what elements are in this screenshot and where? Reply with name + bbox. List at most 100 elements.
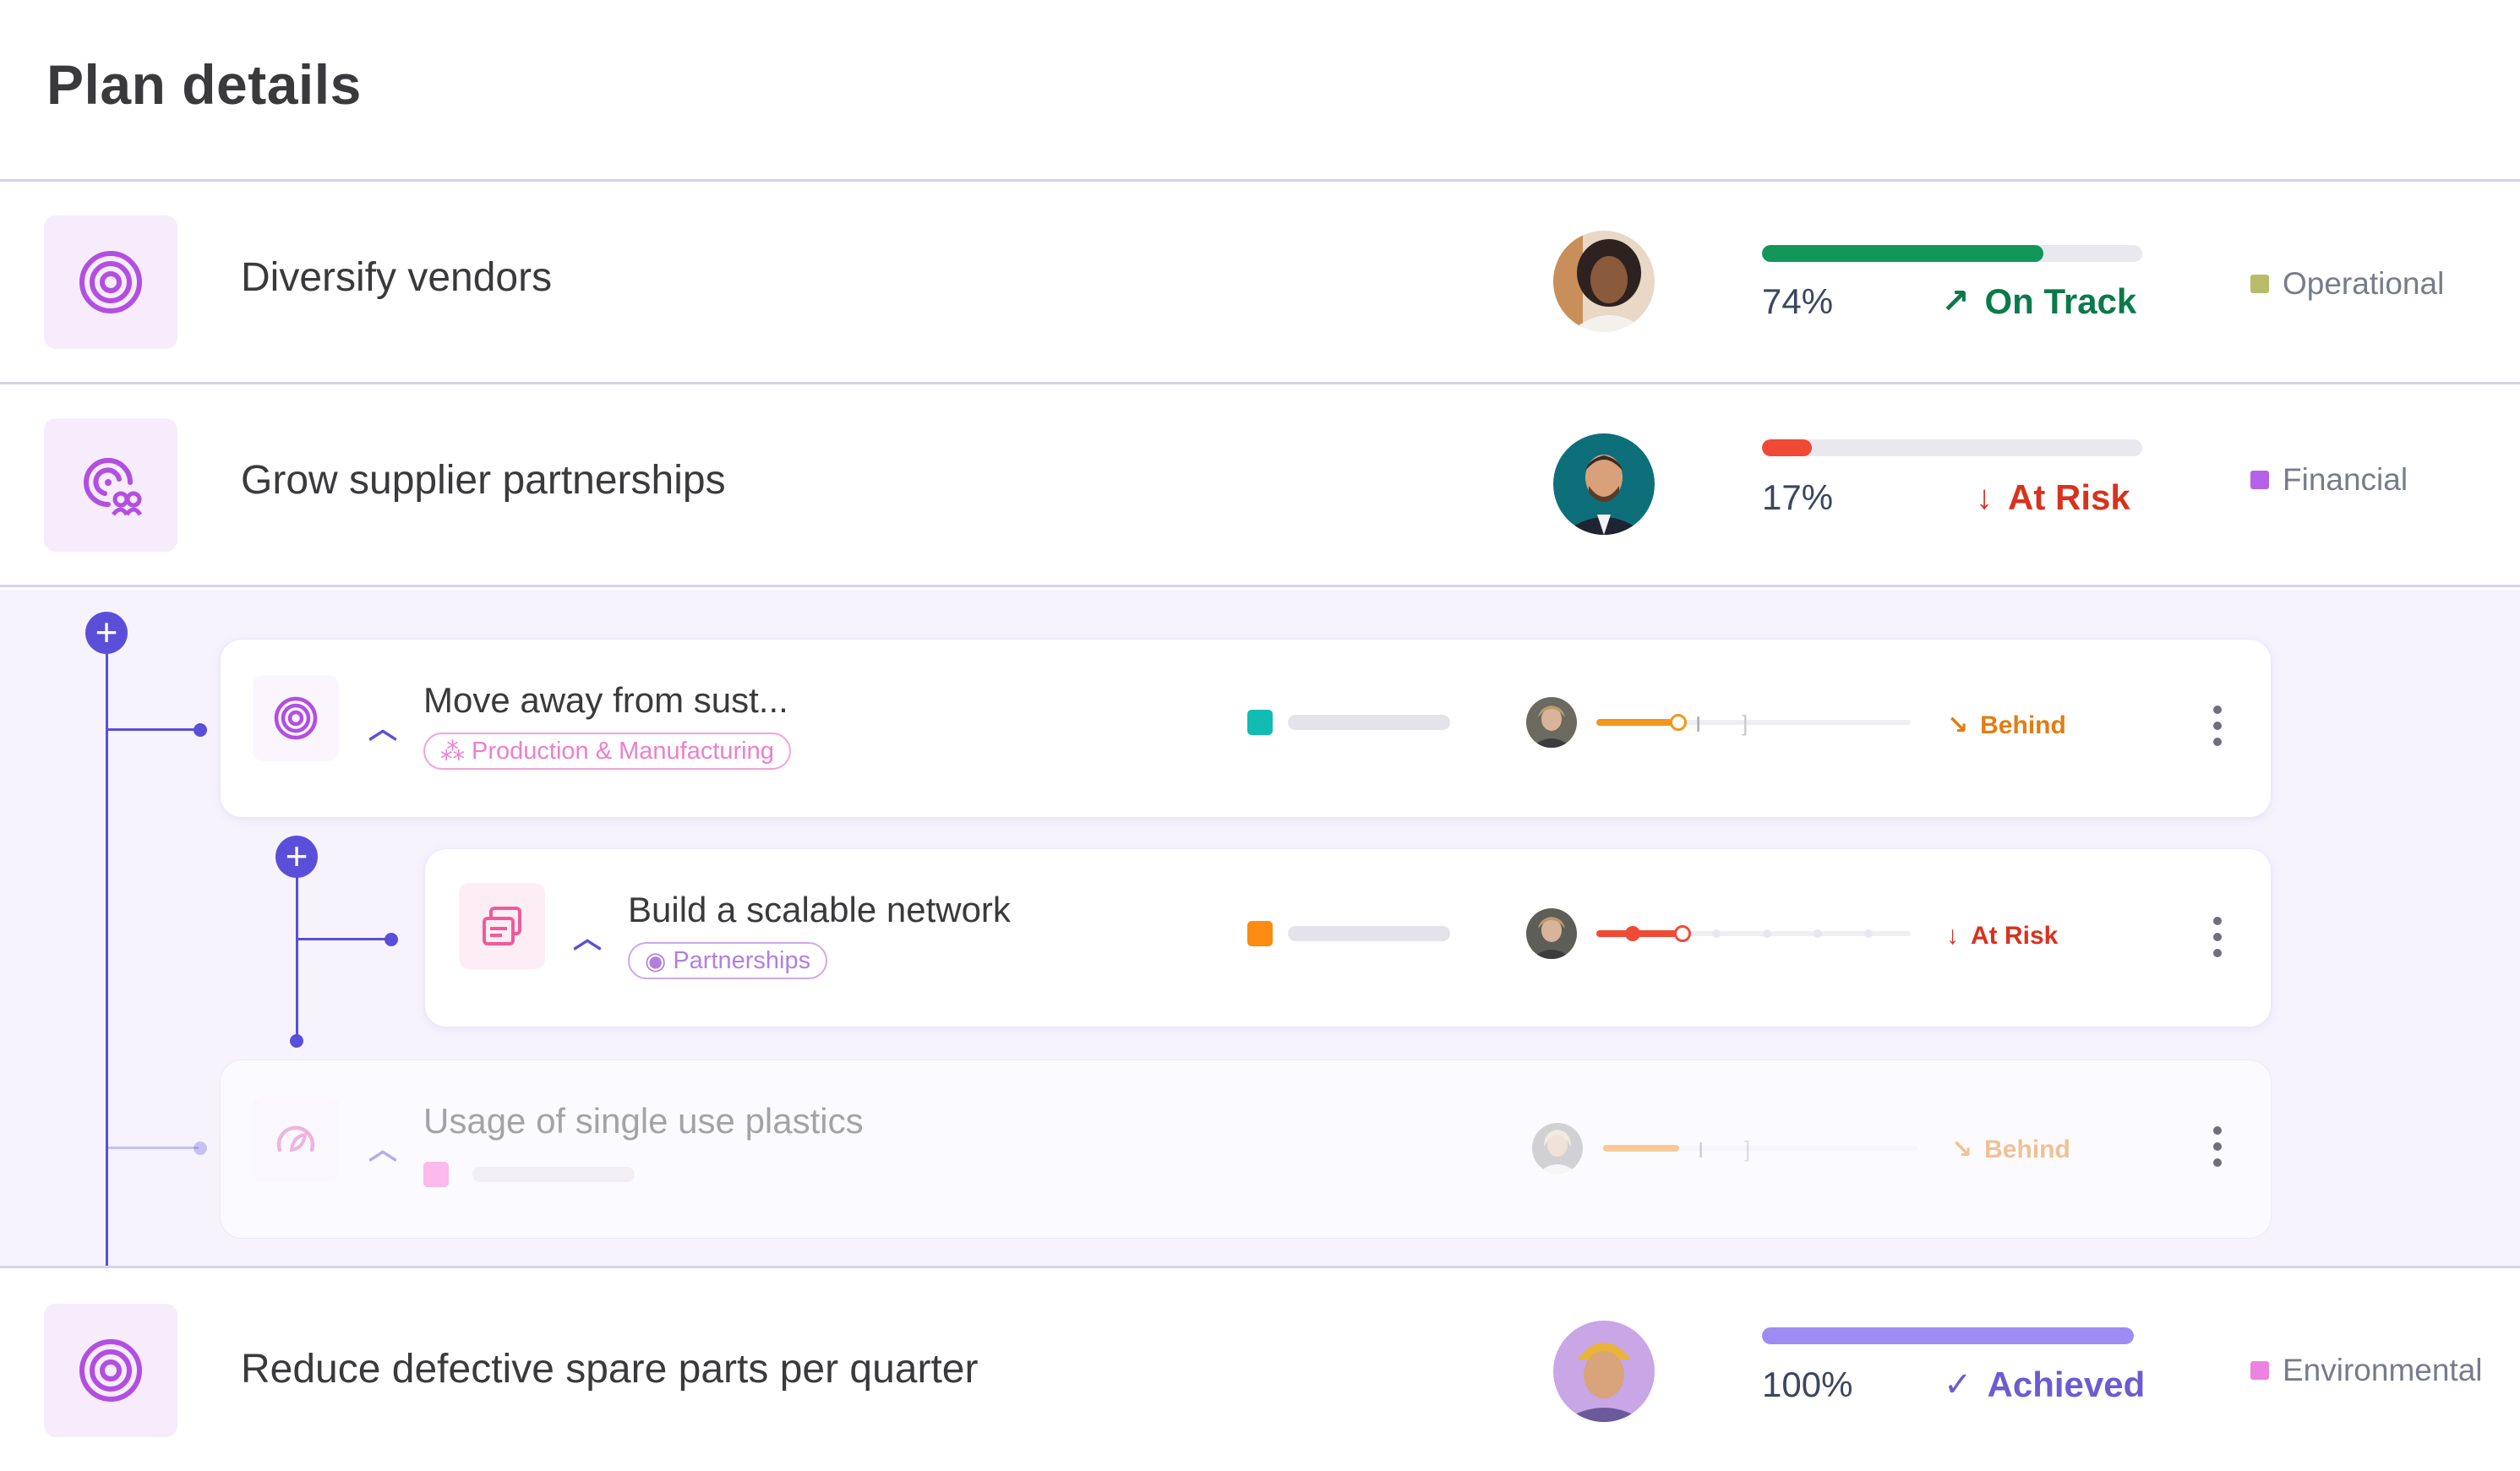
category-text: Environmental	[2283, 1353, 2483, 1387]
slider-tick	[1763, 929, 1771, 938]
trend-down-icon: ↘	[1951, 1136, 1973, 1163]
placeholder-bar	[472, 1167, 635, 1182]
trend-down-icon: ↘	[1947, 711, 1969, 739]
tree-node	[194, 1141, 207, 1155]
subgoal-title[interactable]: Move away from sust...	[423, 680, 788, 720]
tree-node	[290, 1034, 303, 1048]
tree-node	[194, 723, 207, 737]
status-label: At Risk	[2008, 477, 2130, 517]
add-subgoal-button[interactable]: +	[85, 612, 128, 654]
range-marker-icon: I	[1695, 711, 1702, 737]
chevron-up-icon[interactable]: ︿	[368, 713, 397, 745]
status-label: Behind	[1984, 1135, 2070, 1163]
avatar[interactable]	[1553, 231, 1655, 332]
subgoal-title[interactable]: Build a scalable network	[628, 890, 1011, 929]
progress-percent: 100%	[1762, 1365, 1853, 1404]
tree-line	[106, 632, 108, 1266]
arrow-down-icon: ↓	[1946, 922, 1959, 950]
category-text: Operational	[2283, 266, 2445, 301]
avatar[interactable]	[1553, 433, 1655, 535]
divider	[0, 1266, 2520, 1268]
progress-bar	[1762, 439, 2142, 456]
goal-row[interactable]: Grow supplier partnerships 17% ↓ At Risk…	[0, 384, 2520, 587]
goal-title[interactable]: Reduce defective spare parts per quarter	[241, 1347, 979, 1392]
placeholder-bar	[1288, 926, 1450, 941]
progress-slider-fill	[1603, 1145, 1679, 1152]
avatar[interactable]	[1553, 1321, 1655, 1422]
slider-handle[interactable]	[1674, 925, 1691, 942]
progress-bar	[1762, 1327, 2134, 1344]
target-partners-icon	[44, 418, 177, 552]
status-badge: ↗ On Track	[1941, 281, 2136, 322]
tree-branch	[296, 938, 389, 940]
avatar[interactable]	[1526, 697, 1577, 748]
slider-handle[interactable]	[1670, 714, 1687, 731]
status-badge: ✓ Achieved	[1944, 1365, 2145, 1405]
range-marker-icon: ]	[1744, 1136, 1751, 1162]
more-options-icon[interactable]	[2213, 917, 2222, 957]
slider-tick	[1712, 929, 1721, 938]
progress-slider-fill	[1596, 719, 1672, 726]
slider-tick	[1814, 929, 1822, 938]
tag-label: Production & Manufacturing	[472, 737, 774, 765]
avatar[interactable]	[1532, 1123, 1583, 1174]
goal-row[interactable]: Diversify vendors 74% ↗ On Track Operati…	[0, 182, 2520, 384]
check-icon: ✓	[1944, 1366, 1972, 1403]
progress-percent: 17%	[1762, 477, 1834, 517]
trend-up-icon: ↗	[1941, 283, 1970, 320]
add-subgoal-button[interactable]: +	[275, 836, 318, 878]
tag[interactable]: ◉ Partnerships	[628, 942, 828, 979]
avatar[interactable]	[1526, 908, 1577, 959]
target-icon	[44, 1304, 177, 1437]
more-options-icon[interactable]	[2213, 1126, 2222, 1167]
status-label: Behind	[1980, 711, 2066, 739]
range-marker-icon: ]	[1742, 711, 1748, 736]
divider	[0, 179, 2520, 182]
target-icon	[44, 215, 177, 349]
chevron-up-icon[interactable]: ︿	[573, 923, 602, 955]
category-text: Financial	[2283, 462, 2408, 497]
subgoal-card[interactable]: ︿ Move away from sust... ⁂ Production & …	[220, 639, 2272, 818]
goal-title[interactable]: Diversify vendors	[241, 255, 553, 300]
tag[interactable]: ⁂ Production & Manufacturing	[423, 733, 791, 770]
category-color-square	[2250, 471, 2269, 489]
subgoal-card[interactable]: ︿ Usage of single use plastics I ] ↘ Beh…	[220, 1060, 2272, 1239]
status-label: On Track	[1984, 281, 2137, 321]
slider-marker	[1625, 926, 1640, 941]
tree-line	[296, 856, 298, 1039]
goal-title[interactable]: Grow supplier partnerships	[241, 458, 726, 503]
progress-slider-track	[1596, 720, 1911, 725]
divider	[0, 382, 2520, 384]
chevron-up-icon[interactable]: ︿	[368, 1134, 397, 1166]
progress-bar	[1762, 245, 2142, 262]
category-color-square	[2250, 1361, 2269, 1380]
gauge-leaf-icon	[253, 1096, 339, 1182]
category-color-square	[2250, 275, 2269, 293]
tree-branch	[106, 1147, 199, 1149]
color-square	[1247, 710, 1273, 735]
category-label: Environmental	[2250, 1353, 2483, 1388]
range-marker-icon: I	[1698, 1137, 1705, 1163]
tag-label: Partnerships	[673, 946, 811, 974]
progress-slider-track	[1603, 1146, 1917, 1151]
group-icon: ⁂	[440, 738, 465, 765]
progress-percent: 74%	[1762, 281, 1834, 321]
status-badge: ↓ At Risk	[1976, 477, 2130, 518]
more-options-icon[interactable]	[2213, 706, 2222, 746]
category-label: Financial	[2250, 462, 2408, 498]
target-icon	[253, 675, 339, 761]
slider-tick	[1864, 929, 1873, 938]
subgoal-card[interactable]: ︿ Build a scalable network ◉ Partnership…	[424, 848, 2272, 1027]
status-label: At Risk	[1971, 922, 2059, 950]
status-badge: ↘ Behind	[1951, 1135, 2070, 1164]
status-badge: ↘ Behind	[1947, 711, 2066, 740]
goal-row[interactable]: Reduce defective spare parts per quarter…	[0, 1268, 2520, 1471]
tree-node	[385, 933, 398, 946]
subgoal-title[interactable]: Usage of single use plastics	[423, 1101, 864, 1141]
progress-slider-track	[1596, 931, 1911, 936]
expanded-subgoals-panel: + + ︿ Move away from sust... ⁂ Productio…	[0, 590, 2520, 1266]
color-square	[423, 1162, 449, 1187]
status-badge: ↓ At Risk	[1946, 922, 2058, 951]
documents-icon	[459, 883, 545, 969]
circle-icon: ◉	[645, 947, 667, 975]
